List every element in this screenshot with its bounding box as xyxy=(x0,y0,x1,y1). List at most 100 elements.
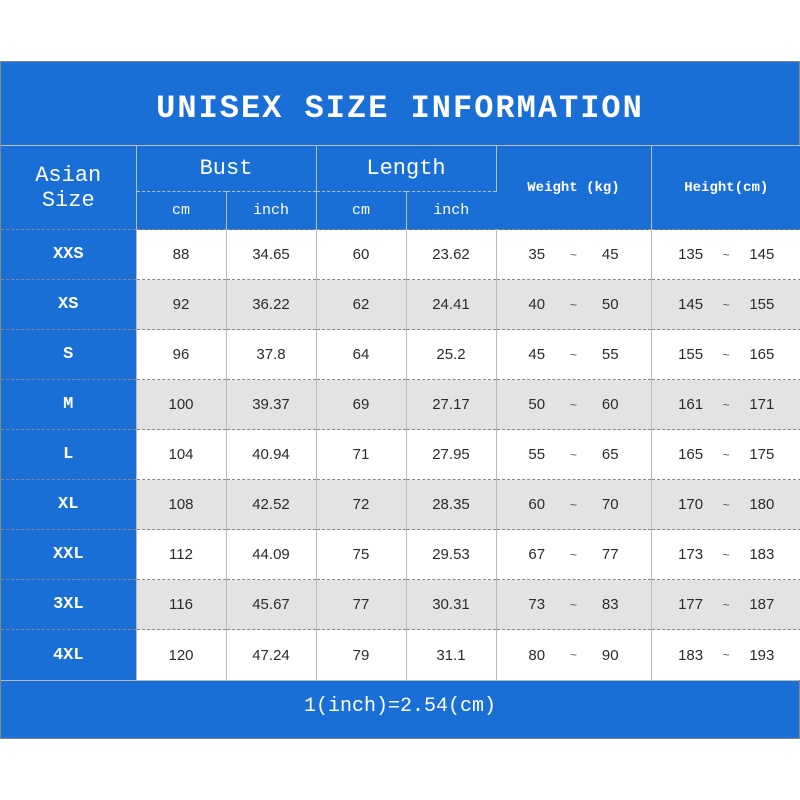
range-low: 60 xyxy=(528,496,545,513)
length-cm: 77 xyxy=(316,580,406,630)
length-inch: 24.41 xyxy=(406,280,496,330)
range-low: 135 xyxy=(678,246,703,263)
weight: 67~77 xyxy=(496,530,651,580)
weight-range: 40~50 xyxy=(498,296,650,313)
length-cm: 69 xyxy=(316,380,406,430)
range-high: 175 xyxy=(749,446,774,463)
range-high: 45 xyxy=(602,246,619,263)
length-inch: 23.62 xyxy=(406,230,496,280)
bust-cm: 104 xyxy=(136,430,226,480)
tilde-icon: ~ xyxy=(723,248,730,262)
size-label: XS xyxy=(1,280,136,330)
weight-range: 73~83 xyxy=(498,596,650,613)
length-inch: 25.2 xyxy=(406,330,496,380)
size-label: L xyxy=(1,430,136,480)
length-inch: 29.53 xyxy=(406,530,496,580)
range-high: 70 xyxy=(602,496,619,513)
tilde-icon: ~ xyxy=(570,648,577,662)
range-high: 50 xyxy=(602,296,619,313)
range-low: 155 xyxy=(678,346,703,363)
range-high: 193 xyxy=(749,647,774,664)
range-low: 183 xyxy=(678,647,703,664)
length-cm: 72 xyxy=(316,480,406,530)
table-row: XXS8834.656023.6235~45135~145 xyxy=(1,230,800,280)
tilde-icon: ~ xyxy=(570,598,577,612)
bust-cm: 88 xyxy=(136,230,226,280)
height: 173~183 xyxy=(651,530,800,580)
bust-cm: 100 xyxy=(136,380,226,430)
weight-range: 80~90 xyxy=(498,647,650,664)
range-high: 180 xyxy=(749,496,774,513)
bust-inch: 36.22 xyxy=(226,280,316,330)
length-cm: 62 xyxy=(316,280,406,330)
range-low: 50 xyxy=(528,396,545,413)
length-inch: 28.35 xyxy=(406,480,496,530)
weight-range: 67~77 xyxy=(498,546,650,563)
weight: 80~90 xyxy=(496,630,651,680)
range-high: 65 xyxy=(602,446,619,463)
range-low: 55 xyxy=(528,446,545,463)
bust-inch: 40.94 xyxy=(226,430,316,480)
table-row: S9637.86425.245~55 155 ~165 xyxy=(1,330,800,380)
size-label: XL xyxy=(1,480,136,530)
bust-cm: 92 xyxy=(136,280,226,330)
tilde-icon: ~ xyxy=(723,448,730,462)
weight-range: 50 ~60 xyxy=(498,396,650,413)
col-length: Length xyxy=(316,146,496,192)
tilde-icon: ~ xyxy=(723,548,730,562)
range-low: 177 xyxy=(678,596,703,613)
range-high: 77 xyxy=(602,546,619,563)
bust-inch: 37.8 xyxy=(226,330,316,380)
weight-range: 45~55 xyxy=(498,346,650,363)
size-chart: UNISEX SIZE INFORMATION Asian Size Bust … xyxy=(0,61,800,739)
size-table: Asian Size Bust Length Weight (kg) Heigh… xyxy=(1,145,800,680)
length-cm: 64 xyxy=(316,330,406,380)
col-height: Height(cm) xyxy=(651,146,800,230)
tilde-icon: ~ xyxy=(570,248,577,262)
height-range: 170 ~180 xyxy=(653,496,800,513)
height-range: 177~187 xyxy=(653,596,800,613)
bust-inch: 47.24 xyxy=(226,630,316,680)
size-label: 4XL xyxy=(1,630,136,680)
range-high: 171 xyxy=(749,396,774,413)
range-low: 173 xyxy=(678,546,703,563)
bust-cm: 112 xyxy=(136,530,226,580)
range-low: 67 xyxy=(528,546,545,563)
tilde-icon: ~ xyxy=(723,348,730,362)
range-low: 170 xyxy=(678,496,703,513)
col-bust-inch: inch xyxy=(226,192,316,230)
table-row: XS9236.226224.4140~50145~155 xyxy=(1,280,800,330)
table-row: XXL11244.097529.5367~77173~183 xyxy=(1,530,800,580)
height-range: 183~193 xyxy=(653,647,800,664)
size-label: S xyxy=(1,330,136,380)
bust-cm: 96 xyxy=(136,330,226,380)
weight-range: 60~70 xyxy=(498,496,650,513)
tilde-icon: ~ xyxy=(723,498,730,512)
range-high: 60 xyxy=(602,396,619,413)
weight: 35~45 xyxy=(496,230,651,280)
height: 135~145 xyxy=(651,230,800,280)
height-range: 173~183 xyxy=(653,546,800,563)
tilde-icon: ~ xyxy=(723,298,730,312)
height-range: 135~145 xyxy=(653,246,800,263)
col-bust-cm: cm xyxy=(136,192,226,230)
size-label: 3XL xyxy=(1,580,136,630)
range-high: 187 xyxy=(749,596,774,613)
bust-inch: 45.67 xyxy=(226,580,316,630)
range-low: 73 xyxy=(528,596,545,613)
col-length-inch: inch xyxy=(406,192,496,230)
weight-range: 55~65 xyxy=(498,446,650,463)
height-range: 145~155 xyxy=(653,296,800,313)
header-row-1: Asian Size Bust Length Weight (kg) Heigh… xyxy=(1,146,800,192)
tilde-icon: ~ xyxy=(570,348,577,362)
range-high: 165 xyxy=(749,346,774,363)
tilde-icon: ~ xyxy=(570,398,577,412)
range-high: 155 xyxy=(749,296,774,313)
range-high: 55 xyxy=(602,346,619,363)
size-label: XXS xyxy=(1,230,136,280)
col-length-cm: cm xyxy=(316,192,406,230)
bust-inch: 42.52 xyxy=(226,480,316,530)
range-low: 80 xyxy=(528,647,545,664)
weight: 45~55 xyxy=(496,330,651,380)
bust-inch: 34.65 xyxy=(226,230,316,280)
